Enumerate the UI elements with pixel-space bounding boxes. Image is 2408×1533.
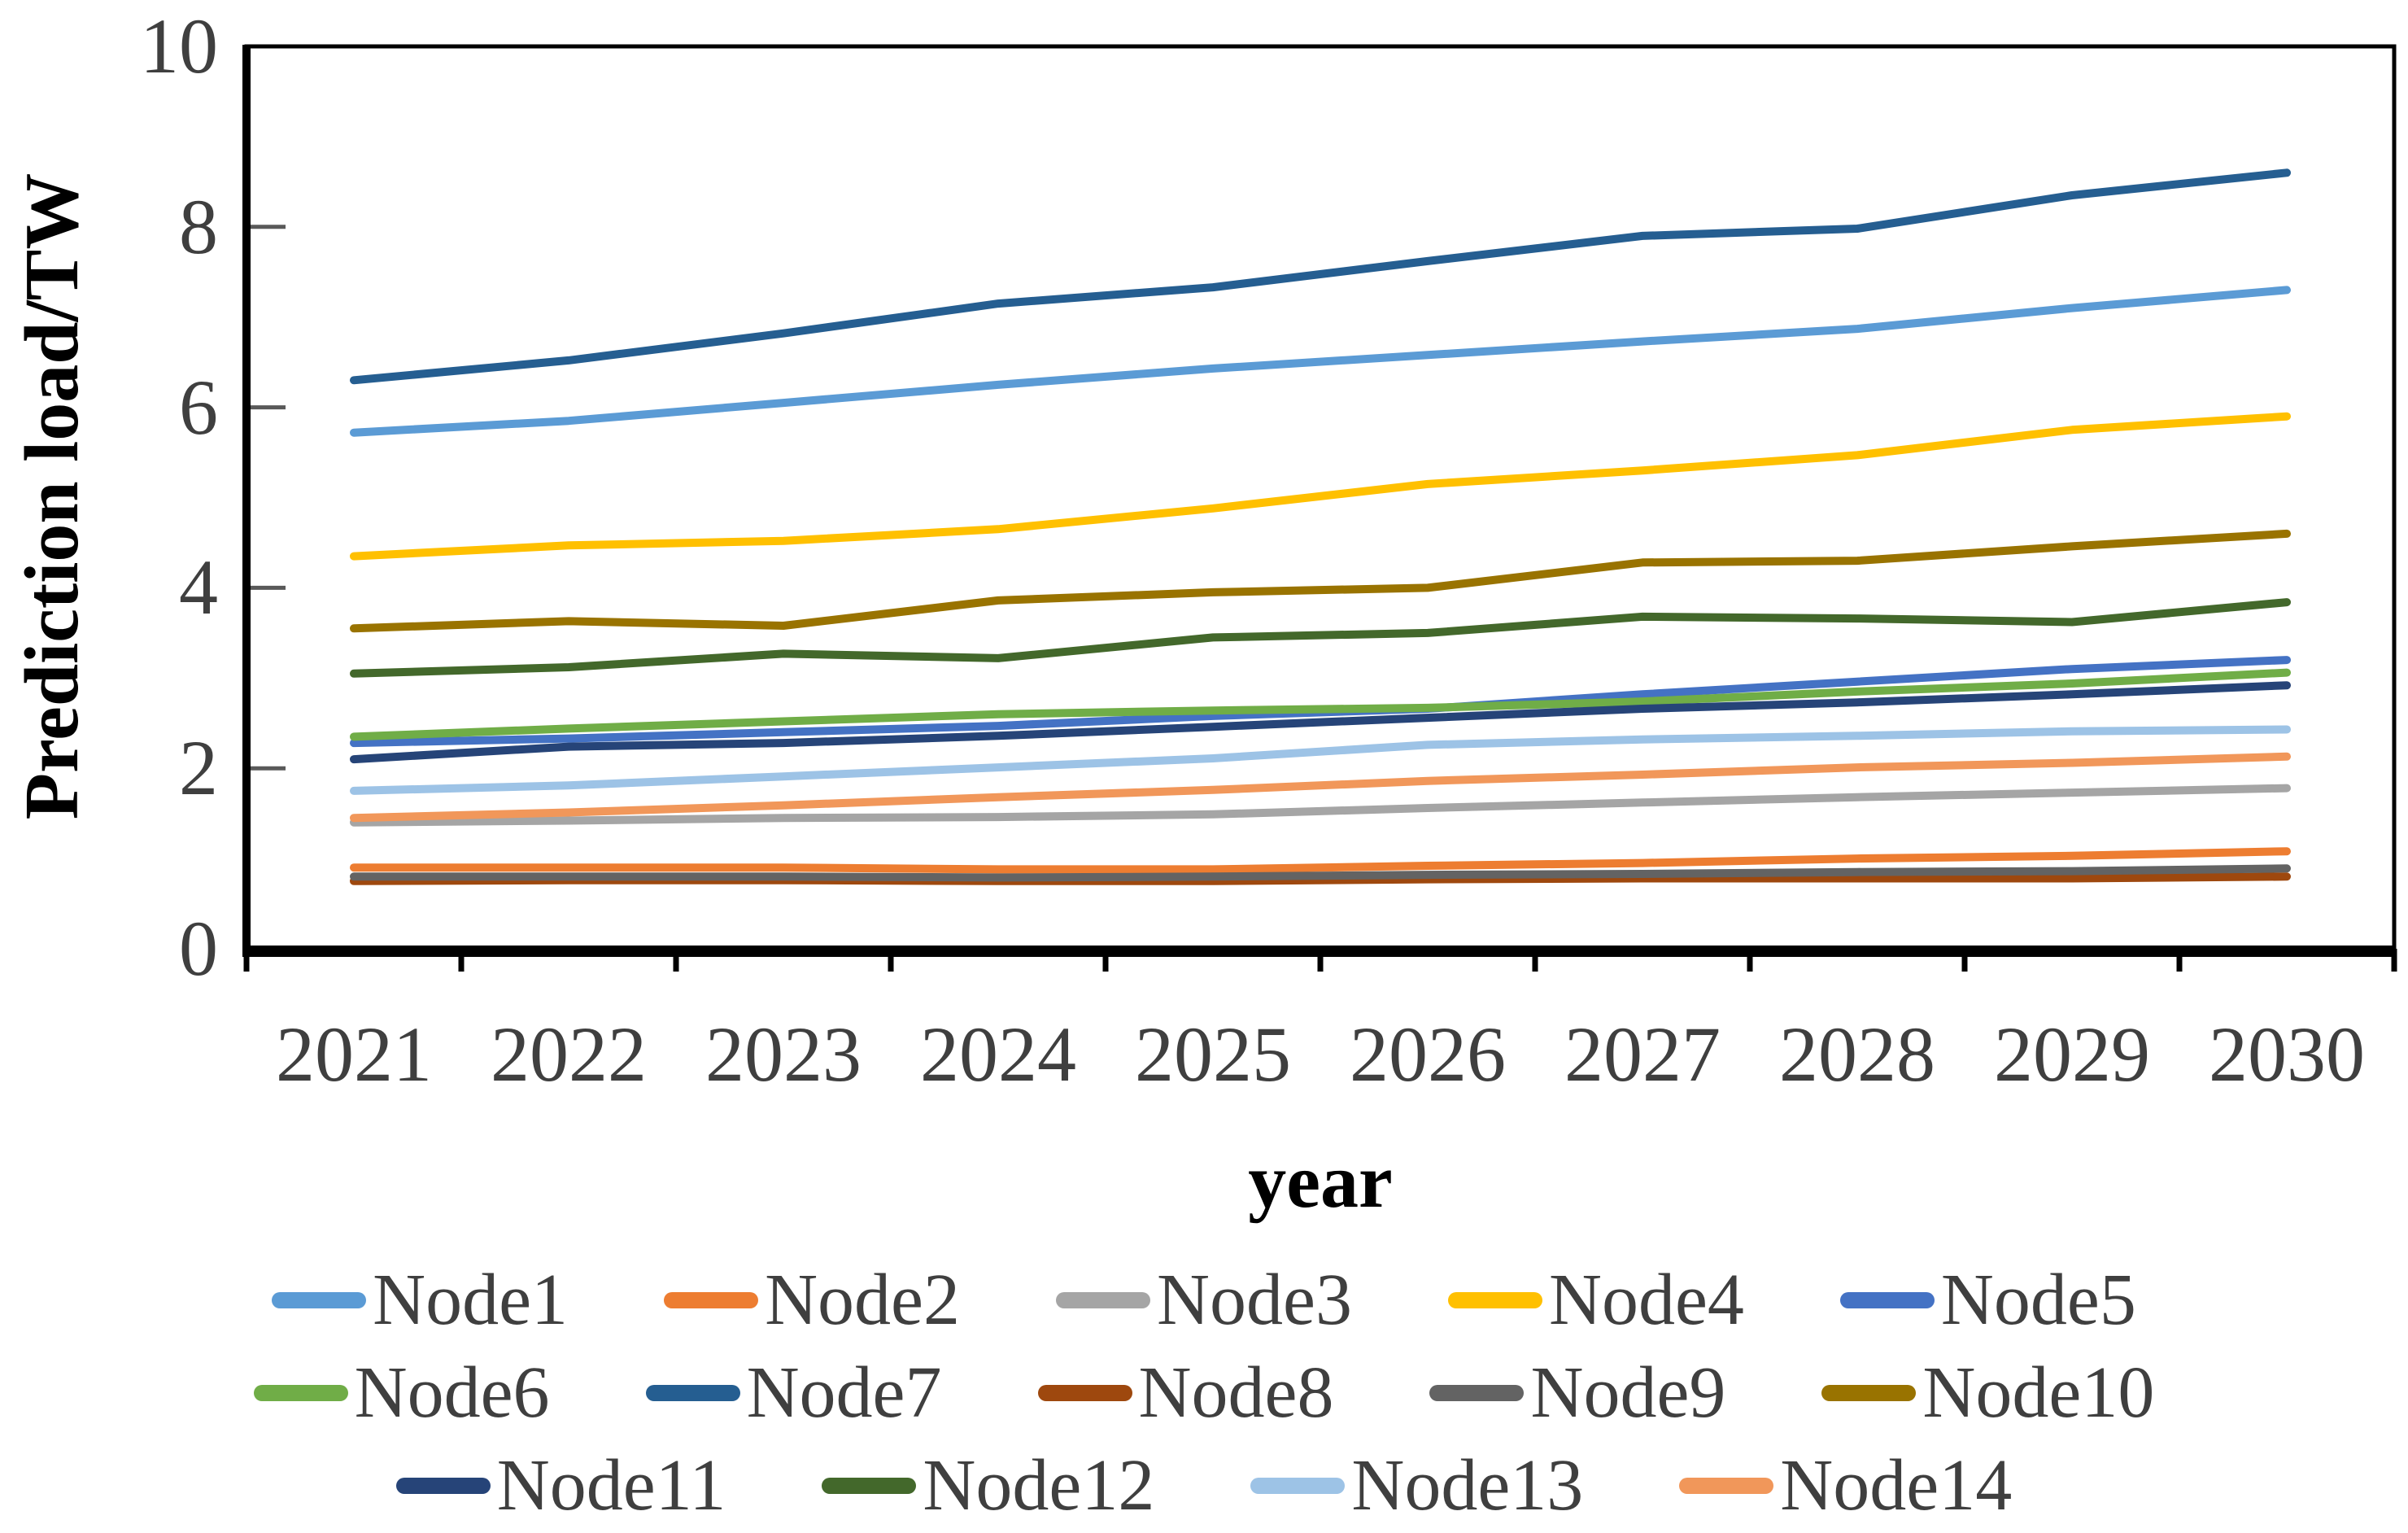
legend-item-node9: Node9 <box>1429 1352 1725 1434</box>
legend-row-1: Node1 Node2 Node3 Node4 Node5 <box>0 1260 2408 1341</box>
series-line-Node12 <box>350 598 2291 678</box>
legend-label-node6: Node6 <box>354 1352 550 1433</box>
legend-item-node12: Node12 <box>822 1445 1154 1526</box>
legend-item-node7: Node7 <box>645 1352 942 1434</box>
x-tick-label-2021: 2021 <box>276 1011 432 1098</box>
legend-line-swatch-node9 <box>1429 1385 1525 1401</box>
x-tick-label-2022: 2022 <box>491 1011 647 1098</box>
legend-item-node5: Node5 <box>1839 1260 2136 1341</box>
x-tick-label-2025: 2025 <box>1135 1011 1291 1098</box>
x-tick-label-2030: 2030 <box>2209 1011 2365 1098</box>
legend-line-swatch-node1 <box>272 1292 367 1308</box>
x-tick-label-2024: 2024 <box>920 1011 1076 1098</box>
legend-line-swatch-node6 <box>253 1385 348 1401</box>
legend-line-swatch-node11 <box>395 1478 491 1494</box>
legend-item-node13: Node13 <box>1250 1445 1583 1526</box>
series-line-Node1 <box>350 286 2291 437</box>
legend-label-node1: Node1 <box>373 1260 569 1340</box>
series-line-Node9 <box>350 864 2291 882</box>
series-line-Node6 <box>350 668 2291 741</box>
legend-line-swatch-node14 <box>1679 1478 1774 1494</box>
legend-line-swatch-node12 <box>822 1478 917 1494</box>
y-tick-label-8: 8 <box>179 182 218 270</box>
chart-legend: Node1 Node2 Node3 Node4 Node5 Node6 Node7 Node8… <box>0 1260 2408 1526</box>
legend-item-node2: Node2 <box>664 1260 960 1341</box>
legend-label-node2: Node2 <box>765 1260 961 1340</box>
legend-row-3: Node11 Node12 Node13 Node14 <box>0 1445 2408 1526</box>
legend-label-node7: Node7 <box>746 1352 942 1433</box>
legend-line-swatch-node8 <box>1037 1385 1132 1401</box>
series-line-Node2 <box>350 847 2291 874</box>
y-axis-title: Prediction load/TW <box>10 173 94 820</box>
series-line-Node13 <box>350 725 2291 795</box>
y-tick-label-4: 4 <box>179 544 218 631</box>
legend-line-swatch-node5 <box>1839 1292 1935 1308</box>
x-tick-label-2028: 2028 <box>1779 1011 1935 1098</box>
series-line-Node7 <box>350 168 2291 385</box>
legend-item-node14: Node14 <box>1679 1445 2012 1526</box>
x-tick-label-2029: 2029 <box>1994 1011 2150 1098</box>
legend-line-swatch-node10 <box>1821 1385 1917 1401</box>
x-tick-label-2023: 2023 <box>705 1011 862 1098</box>
legend-label-node10: Node10 <box>1922 1352 2155 1433</box>
series-line-Node11 <box>350 681 2291 764</box>
series-line-Node10 <box>350 529 2291 633</box>
legend-line-swatch-node2 <box>664 1292 759 1308</box>
legend-label-node4: Node4 <box>1548 1260 1744 1340</box>
y-tick-label-0: 0 <box>179 905 218 992</box>
legend-item-node4: Node4 <box>1447 1260 1744 1341</box>
y-tick-label-10: 10 <box>140 2 218 90</box>
series-line-Node3 <box>350 784 2291 827</box>
legend-label-node9: Node9 <box>1530 1352 1726 1433</box>
x-axis-title: year <box>1248 1139 1393 1224</box>
legend-label-node3: Node3 <box>1157 1260 1352 1340</box>
legend-item-node3: Node3 <box>1056 1260 1352 1341</box>
legend-line-swatch-node7 <box>645 1385 740 1401</box>
x-tick-label-2027: 2027 <box>1564 1011 1721 1098</box>
legend-item-node6: Node6 <box>253 1352 550 1434</box>
legend-label-node13: Node13 <box>1351 1445 1584 1526</box>
legend-label-node12: Node12 <box>923 1445 1155 1526</box>
legend-line-swatch-node3 <box>1056 1292 1151 1308</box>
legend-label-node14: Node14 <box>1780 1445 2013 1526</box>
y-tick-label-2: 2 <box>179 724 218 812</box>
legend-item-node11: Node11 <box>395 1445 726 1526</box>
legend-item-node8: Node8 <box>1037 1352 1334 1434</box>
legend-label-node5: Node5 <box>1940 1260 2136 1340</box>
legend-label-node8: Node8 <box>1138 1352 1334 1433</box>
x-tick-label-2026: 2026 <box>1350 1011 1506 1098</box>
legend-item-node10: Node10 <box>1821 1352 2154 1434</box>
legend-line-swatch-node4 <box>1447 1292 1542 1308</box>
legend-label-node11: Node11 <box>496 1445 726 1526</box>
legend-row-2: Node6 Node7 Node8 Node9 Node10 <box>0 1352 2408 1434</box>
series-line-Node14 <box>350 752 2291 823</box>
y-tick-label-6: 6 <box>179 363 218 451</box>
series-line-Node4 <box>350 412 2291 561</box>
legend-item-node1: Node1 <box>272 1260 568 1341</box>
legend-line-swatch-node13 <box>1250 1478 1346 1494</box>
